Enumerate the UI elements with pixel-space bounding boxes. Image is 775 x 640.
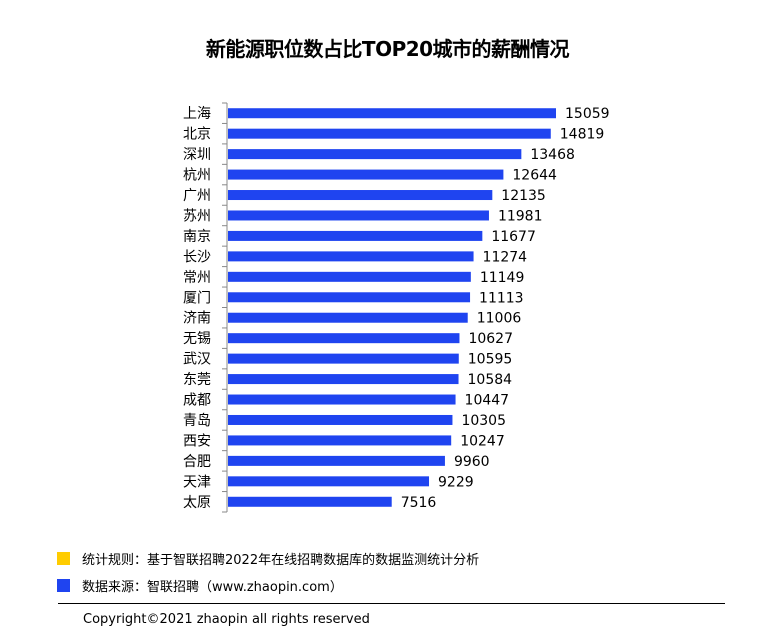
- category-label: 长沙: [183, 249, 211, 265]
- bar: [228, 271, 471, 282]
- bar: [228, 333, 460, 344]
- category-label: 厦门: [183, 290, 211, 306]
- legend-swatch-blue: [57, 579, 70, 592]
- data-label: 13468: [530, 147, 575, 163]
- legend-label: 统计规则：基于智联招聘2022年在线招聘数据库的数据监测统计分析: [82, 553, 480, 568]
- data-label: 10595: [468, 352, 513, 368]
- data-label: 10305: [461, 413, 506, 429]
- category-label: 深圳: [183, 147, 211, 163]
- bar: [228, 353, 459, 364]
- data-label: 11981: [498, 208, 543, 224]
- legend-label: 数据来源：智联招聘（www.zhaopin.com）: [82, 580, 343, 595]
- category-label: 苏州: [183, 208, 211, 224]
- data-label: 11006: [477, 311, 522, 327]
- bar: [228, 312, 468, 323]
- data-label: 10447: [465, 393, 510, 409]
- data-label: 10584: [468, 372, 513, 388]
- category-label: 成都: [183, 393, 211, 409]
- bar-chart: 上海 15059 北京 14819 深圳 13468 杭州 12644 广州 12135 苏州 119…: [183, 102, 610, 513]
- bar: [228, 374, 459, 385]
- bar: [228, 394, 456, 405]
- bar: [228, 251, 474, 262]
- data-label: 9960: [454, 454, 490, 470]
- chart-title: 新能源职位数占比TOP20城市的薪酬情况: [205, 37, 570, 61]
- bar: [228, 190, 493, 201]
- copyright: Copyright©2021 zhaopin all rights reserv…: [83, 612, 370, 627]
- data-label: 11677: [491, 229, 536, 245]
- legend-swatch-yellow: [57, 552, 70, 565]
- data-label: 15059: [565, 106, 610, 122]
- bar: [228, 476, 430, 487]
- data-label: 7516: [401, 495, 437, 511]
- data-label: 12135: [501, 188, 546, 204]
- category-label: 北京: [183, 127, 211, 143]
- category-label: 上海: [183, 106, 211, 122]
- bar: [228, 455, 445, 466]
- category-label: 济南: [183, 311, 211, 327]
- bar: [228, 414, 453, 425]
- divider: [58, 603, 725, 604]
- category-label: 合肥: [183, 454, 211, 470]
- category-label: 广州: [183, 188, 211, 204]
- category-label: 常州: [183, 270, 211, 286]
- data-label: 10627: [468, 331, 513, 347]
- category-label: 天津: [183, 474, 211, 490]
- category-label: 青岛: [183, 413, 211, 429]
- category-label: 南京: [183, 229, 211, 245]
- legend-item-source: 数据来源：智联招聘（www.zhaopin.com）: [57, 576, 343, 595]
- category-label: 太原: [183, 495, 211, 511]
- legend-item-rule: 统计规则：基于智联招聘2022年在线招聘数据库的数据监测统计分析: [57, 549, 479, 568]
- data-label: 9229: [438, 474, 474, 490]
- data-label: 11274: [483, 249, 528, 265]
- category-label: 武汉: [183, 352, 211, 368]
- bar: [228, 169, 504, 180]
- category-label: 西安: [183, 433, 211, 449]
- bar: [228, 210, 489, 221]
- bar: [228, 496, 392, 507]
- data-label: 11113: [479, 290, 524, 306]
- data-label: 14819: [560, 127, 605, 143]
- data-label: 10247: [460, 433, 505, 449]
- category-label: 东莞: [183, 372, 211, 388]
- bar: [228, 108, 556, 119]
- bar: [228, 292, 471, 303]
- data-label: 11149: [480, 270, 525, 286]
- data-label: 12644: [512, 168, 557, 184]
- category-label: 无锡: [183, 331, 211, 347]
- bar: [228, 435, 452, 446]
- bar: [228, 230, 483, 241]
- bar: [228, 128, 551, 139]
- category-label: 杭州: [183, 168, 211, 184]
- bar: [228, 149, 522, 160]
